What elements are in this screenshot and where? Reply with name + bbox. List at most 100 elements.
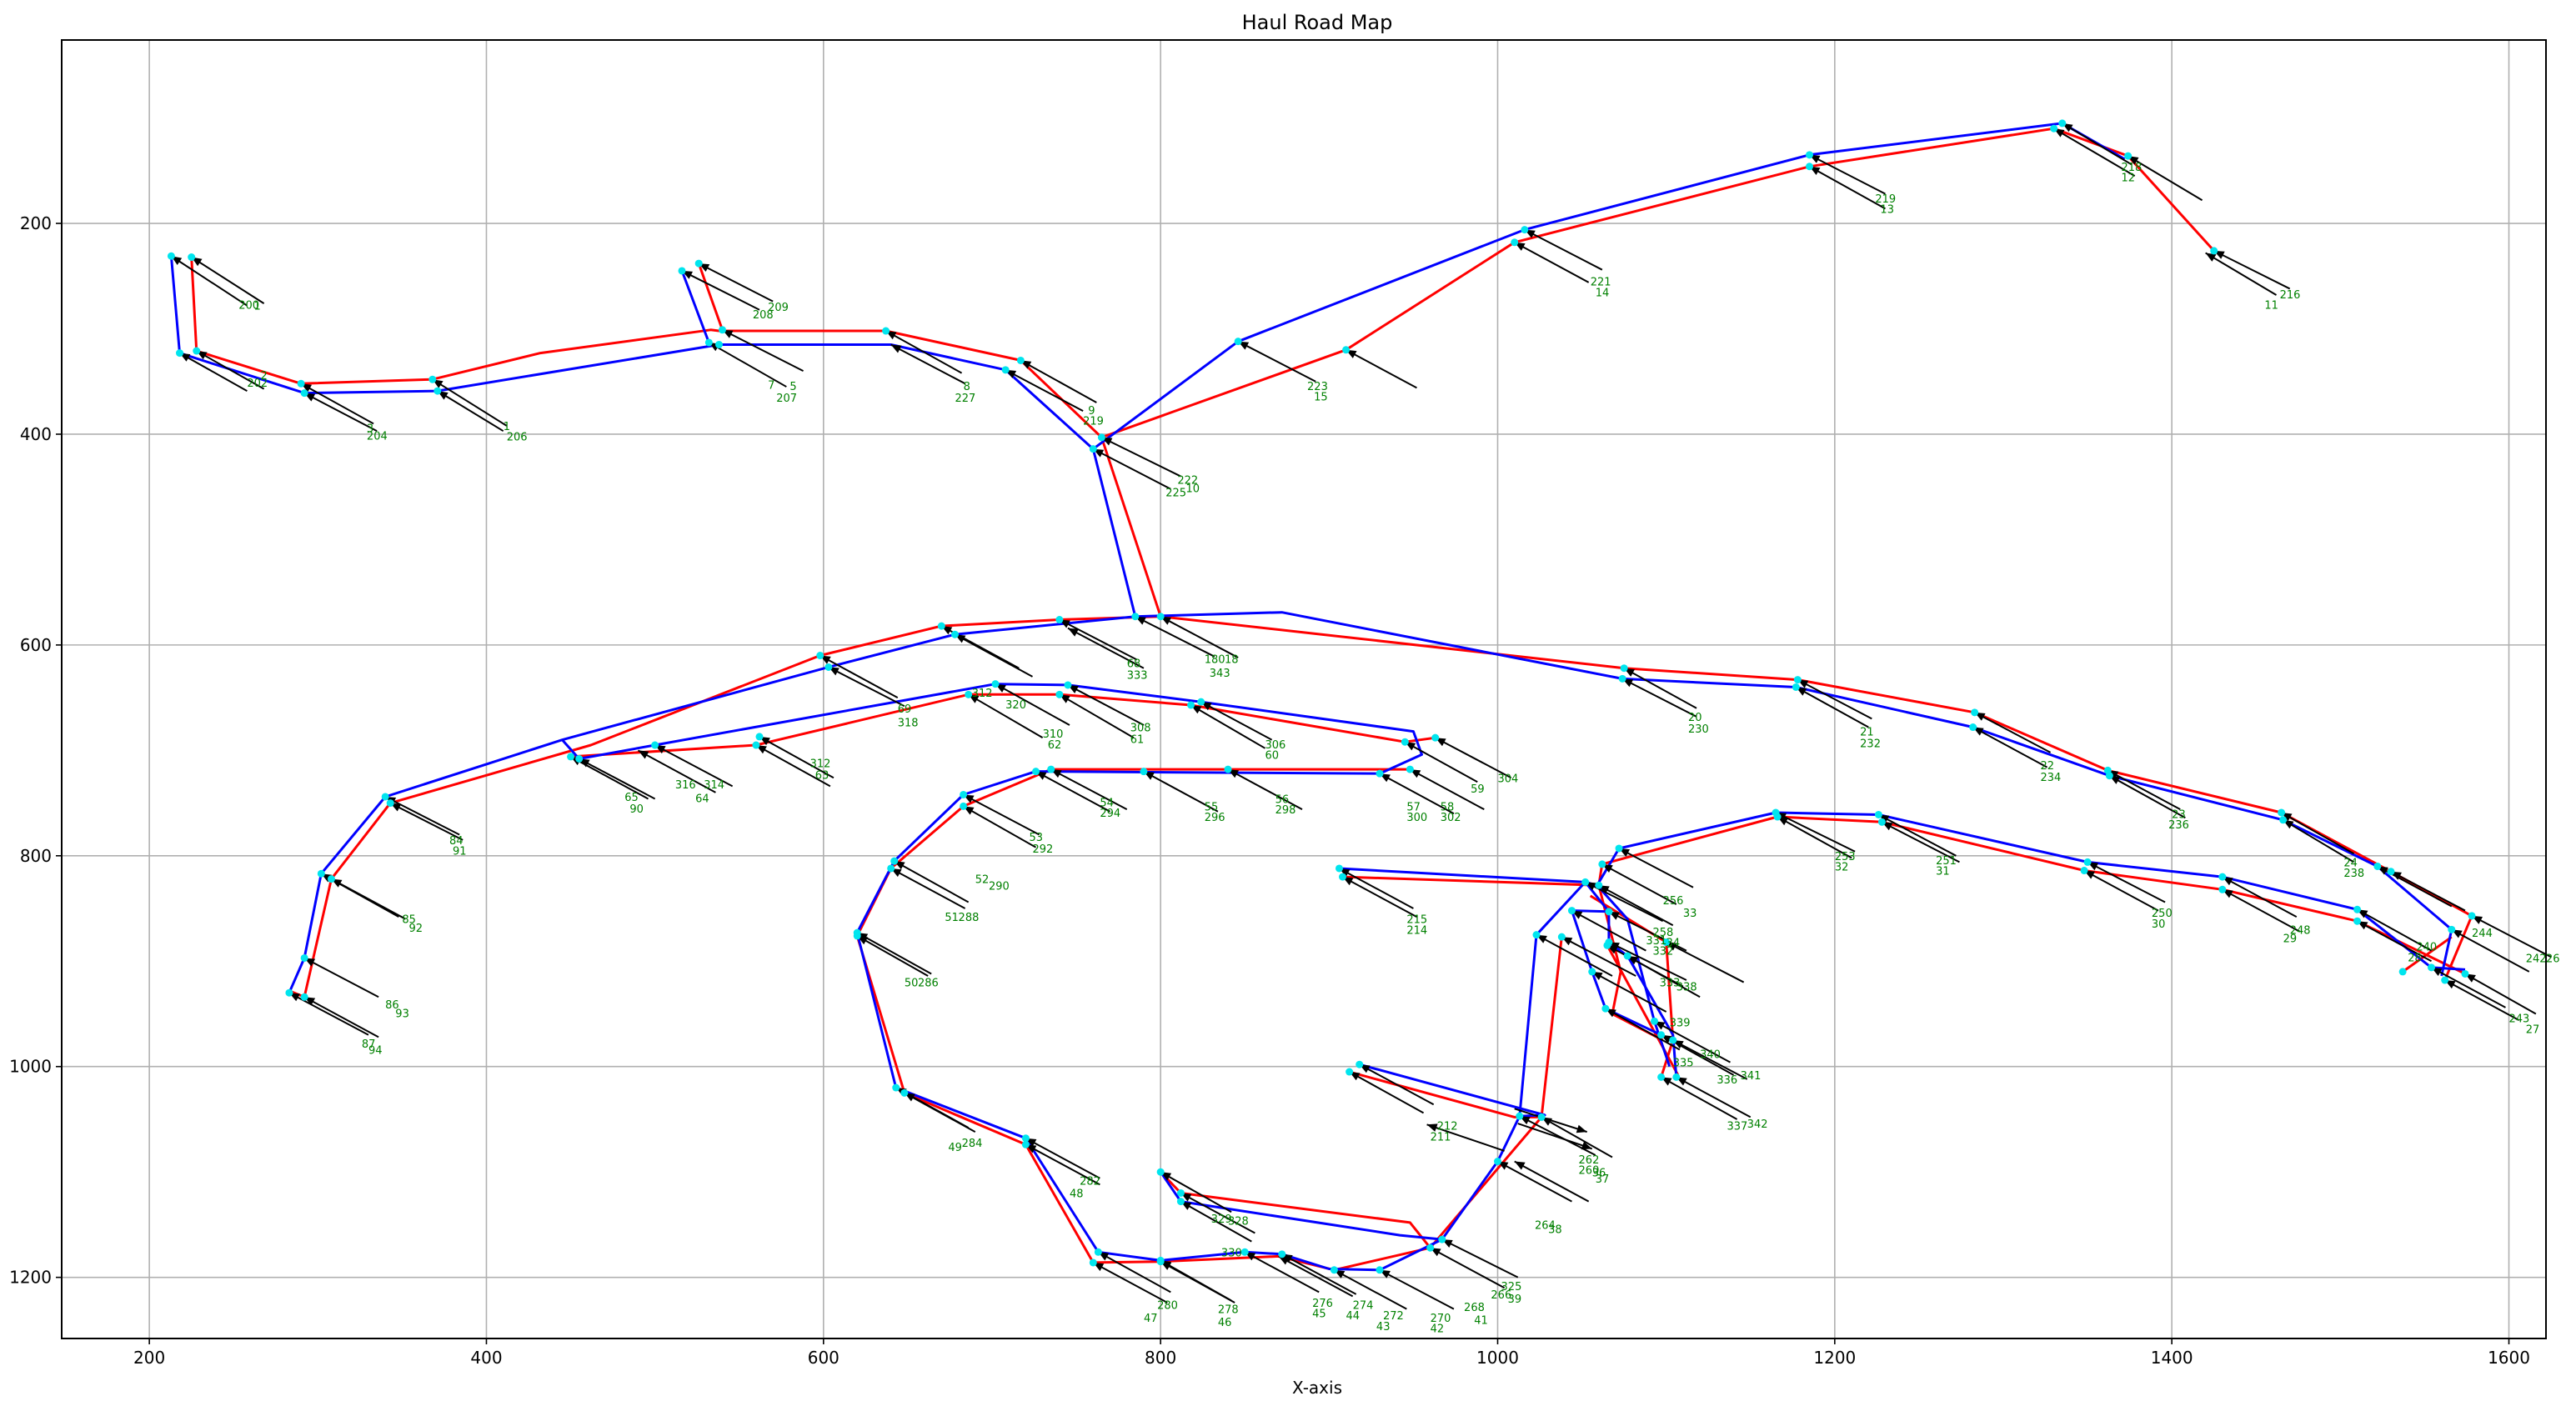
direction-arrow — [2444, 979, 2520, 1021]
direction-arrow — [1050, 768, 1128, 811]
node-id-label: 63 — [815, 769, 829, 782]
direction-arrow — [995, 683, 1070, 726]
node-id-label: 93 — [395, 1008, 409, 1020]
direction-arrow — [1676, 1076, 1752, 1118]
road-node — [2058, 119, 2067, 128]
node-id-label: 274 — [1353, 1300, 1374, 1313]
direction-arrow — [432, 378, 508, 427]
node-id-label: 22 — [2040, 760, 2054, 773]
road-node — [1089, 1258, 1097, 1267]
direction-arrow — [1278, 1255, 1354, 1298]
road-node — [1588, 968, 1596, 976]
direction-arrow — [303, 392, 378, 433]
direction-arrow — [856, 932, 932, 975]
road-node — [2279, 816, 2288, 824]
blue-route-line — [1159, 1171, 1442, 1241]
road-node — [1021, 1140, 1030, 1148]
road-node — [2050, 124, 2058, 133]
node-id-label: 206 — [507, 432, 528, 444]
direction-arrow — [1666, 941, 1745, 983]
direction-arrow — [1025, 1137, 1100, 1179]
node-id-label: 216 — [2280, 289, 2301, 302]
road-node — [2124, 152, 2132, 160]
road-node — [2353, 917, 2362, 925]
node-id-label: 211 — [1431, 1131, 1451, 1143]
node-id-label: 222 — [1177, 474, 1198, 487]
red-route-line — [389, 615, 2473, 981]
road-node — [2461, 969, 2469, 978]
x-tick-label: 1400 — [2151, 1348, 2193, 1368]
direction-arrow — [1877, 813, 1957, 857]
node-id-label: 276 — [1312, 1298, 1333, 1310]
road-node — [1662, 938, 1671, 947]
node-id-label: 48 — [1070, 1188, 1084, 1201]
road-node — [2105, 772, 2113, 780]
node-id-label: 3 — [367, 423, 373, 435]
direction-arrow — [1514, 1160, 1590, 1203]
node-id-label: 337 — [1727, 1121, 1747, 1133]
road-node — [678, 267, 686, 275]
arrow-head — [638, 750, 649, 759]
node-id-label: 332 — [1652, 946, 1673, 958]
arrow-layer — [170, 123, 2552, 1310]
direction-arrow — [191, 256, 265, 304]
road-node — [386, 799, 394, 808]
road-node — [567, 753, 575, 761]
road-node — [1792, 683, 1800, 691]
road-node — [965, 690, 973, 698]
y-tick-label: 600 — [20, 635, 52, 655]
x-tick-label: 400 — [470, 1348, 502, 1368]
road-node — [2448, 925, 2456, 933]
road-node — [2373, 862, 2382, 870]
road-node — [951, 630, 960, 638]
direction-arrow — [1606, 944, 1684, 988]
road-node — [1657, 1073, 1666, 1081]
node-id-label: 202 — [247, 378, 268, 390]
road-node — [704, 338, 713, 347]
node-id-label: 284 — [962, 1138, 983, 1150]
node-id-label: 214 — [1406, 924, 1427, 937]
road-node — [1346, 1068, 1354, 1076]
road-node — [1335, 864, 1343, 873]
road-node — [1055, 690, 1064, 698]
red-route-line — [1100, 437, 1162, 618]
node-id-label: 325 — [1501, 1281, 1522, 1293]
node-id-label: 331 — [1646, 935, 1666, 948]
road-node — [428, 375, 437, 383]
node-id-label: 68 — [1127, 658, 1141, 670]
node-id-label: 86 — [385, 999, 399, 1012]
road-node — [714, 340, 723, 348]
direction-arrow — [1608, 941, 1687, 981]
road-node — [1672, 1073, 1681, 1081]
node-id-label: 262 — [1579, 1154, 1600, 1167]
direction-arrow — [1135, 615, 1215, 658]
direction-arrow — [1346, 348, 1417, 389]
road-node — [1874, 810, 1882, 818]
x-tick-label: 200 — [133, 1348, 165, 1368]
node-id-label: 23 — [2172, 808, 2186, 821]
node-id-label: 53 — [1029, 832, 1043, 844]
direction-arrow — [1349, 1071, 1425, 1114]
road-node — [1772, 808, 1780, 817]
direction-arrow — [1020, 359, 1097, 403]
road-node — [1532, 931, 1541, 939]
direction-arrow — [2108, 774, 2186, 819]
node-id-label: 31 — [1936, 866, 1950, 878]
direction-arrow — [637, 749, 716, 793]
direction-arrow — [2390, 870, 2466, 912]
direction-arrow — [828, 666, 905, 708]
node-id-label: 218 — [2122, 162, 2142, 174]
direction-arrow — [1435, 737, 1512, 779]
road-node — [1156, 613, 1165, 621]
node-id-label: 14 — [1596, 287, 1610, 299]
road-node — [1493, 1158, 1501, 1166]
road-node — [1278, 1250, 1286, 1258]
node-id-label: 318 — [898, 717, 919, 729]
node-id-label: 333 — [1127, 669, 1148, 682]
road-node — [297, 379, 305, 388]
road-node — [2278, 808, 2286, 817]
direction-arrow — [2357, 920, 2432, 963]
node-id-label: 51 — [945, 912, 959, 924]
direction-arrow — [2213, 250, 2291, 290]
node-id-label: 236 — [2168, 819, 2189, 832]
